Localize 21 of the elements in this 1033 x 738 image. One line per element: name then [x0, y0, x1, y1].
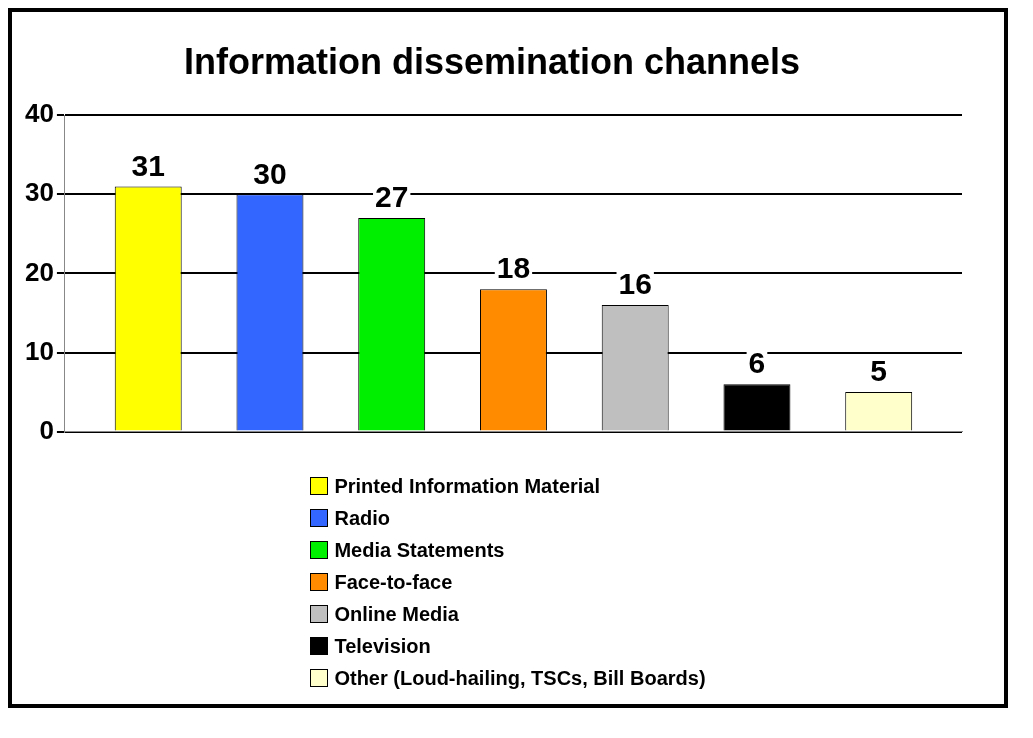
chart-title: Information dissemination channels: [183, 40, 801, 82]
y-tick-label: 40: [25, 98, 54, 129]
legend-label: Other (Loud-hailing, TSCs, Bill Boards): [334, 666, 706, 690]
data-label: 6: [748, 346, 766, 380]
legend-label: Face-to-face: [334, 570, 453, 594]
data-label: 5: [870, 354, 888, 388]
y-tick-label: 20: [25, 256, 54, 287]
legend-label: Television: [334, 634, 431, 658]
legend-label: Printed Information Material: [334, 474, 601, 498]
data-label: 18: [496, 251, 531, 285]
y-tick-label: 0: [39, 414, 54, 445]
y-tick-label: 30: [25, 177, 54, 208]
y-tick-label: 10: [25, 335, 54, 366]
legend-label: Online Media: [334, 602, 459, 626]
data-label: 27: [375, 180, 409, 214]
data-label: 31: [131, 148, 165, 182]
legend-label: Radio: [334, 506, 390, 530]
legend-label: Media Statements: [334, 538, 505, 562]
data-label: 16: [618, 267, 652, 301]
bar: [723, 384, 791, 431]
data-label: 30: [253, 156, 287, 190]
